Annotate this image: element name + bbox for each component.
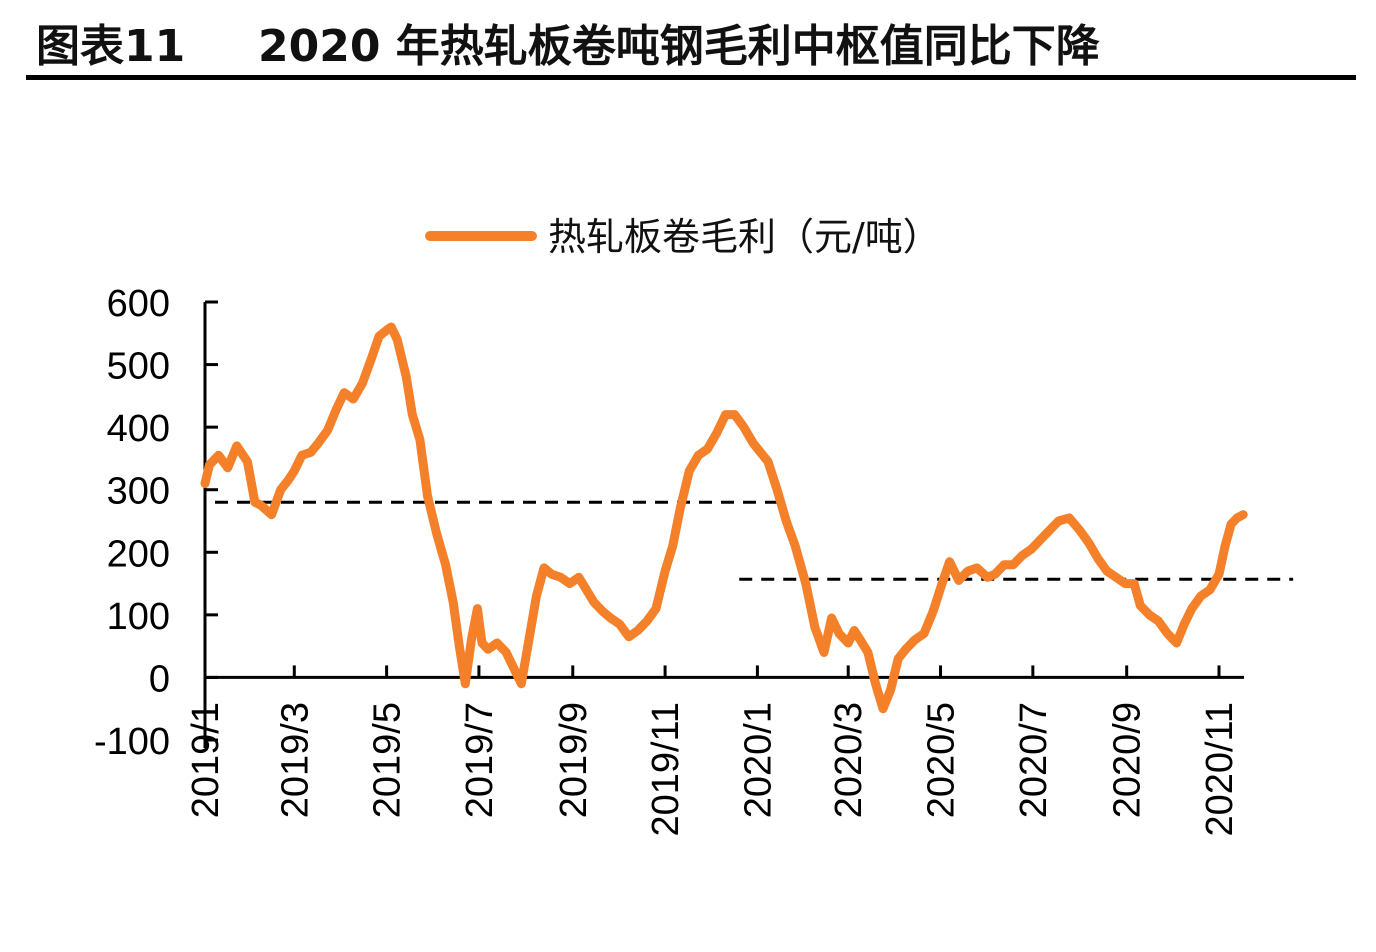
x-tick-label: 2020/1 (737, 702, 779, 818)
x-tick-label: 2020/5 (921, 702, 963, 818)
legend: 热轧板卷毛利（元/吨） (425, 215, 941, 259)
series-line (200, 322, 1248, 714)
x-tick-label: 2020/7 (1013, 702, 1055, 818)
y-tick-label: 400 (107, 408, 170, 450)
x-tick-label: 2019/9 (553, 702, 595, 818)
x-tick-label: 2020/11 (1199, 702, 1241, 837)
x-tick-label: 2020/9 (1107, 702, 1149, 818)
x-tick-label: 2019/7 (459, 702, 501, 818)
y-tick-label: 600 (107, 283, 170, 325)
figure-header: 图表11 2020 年热轧板卷吨钢毛利中枢值同比下降 (26, 0, 1356, 80)
y-tick-label: 0 (149, 658, 170, 700)
y-tick-label: -100 (94, 721, 170, 763)
y-tick-label: 500 (107, 346, 170, 388)
y-axis: 600 500 400 300 200 100 0 -100 (94, 283, 218, 763)
figure-label: 图表11 (36, 21, 186, 72)
x-axis: 2019/1 2019/3 2019/5 2019/7 2019/9 2019/11 202… (185, 665, 1244, 837)
x-tick-label: 2019/1 (185, 702, 227, 818)
reference-lines (215, 500, 1294, 581)
y-tick-label: 300 (107, 471, 170, 513)
x-tick-label: 2019/5 (367, 702, 409, 818)
x-tick-label: 2019/11 (645, 702, 687, 837)
y-tick-label: 200 (107, 533, 170, 575)
y-tick-label: 100 (107, 596, 170, 638)
legend-label: 热轧板卷毛利（元/吨） (548, 215, 941, 259)
figure-title: 2020 年热轧板卷吨钢毛利中枢值同比下降 (258, 21, 1100, 72)
x-tick-label: 2020/3 (828, 702, 870, 818)
x-tick-label: 2019/3 (274, 702, 316, 818)
series-group (200, 322, 1248, 714)
